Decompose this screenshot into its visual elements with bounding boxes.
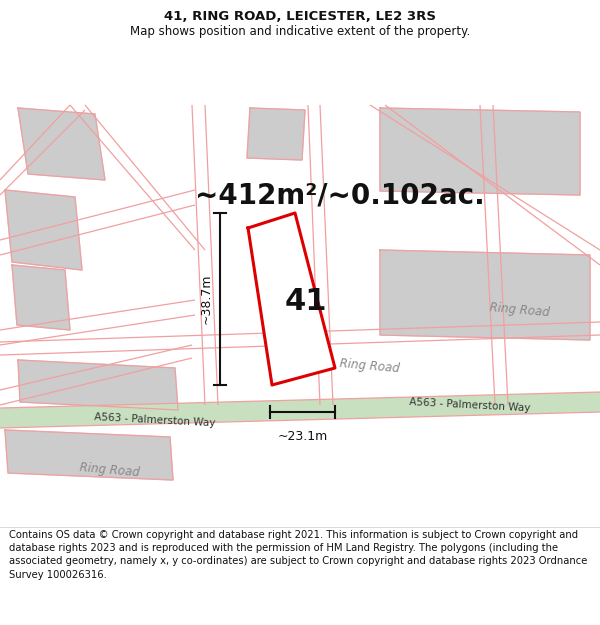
Polygon shape [247, 108, 305, 160]
Text: ~38.7m: ~38.7m [199, 274, 212, 324]
Polygon shape [248, 213, 335, 385]
Polygon shape [5, 190, 82, 270]
Text: A563 - Palmerston Way: A563 - Palmerston Way [409, 397, 531, 413]
Text: Ring Road: Ring Road [340, 357, 401, 375]
Text: Ring Road: Ring Road [490, 301, 551, 319]
Text: ~23.1m: ~23.1m [277, 430, 328, 443]
Text: Map shows position and indicative extent of the property.: Map shows position and indicative extent… [130, 24, 470, 38]
Text: A563 - Palmerston Way: A563 - Palmerston Way [94, 412, 216, 428]
Polygon shape [12, 265, 70, 330]
Polygon shape [18, 108, 105, 180]
Polygon shape [5, 430, 173, 480]
Text: 41: 41 [285, 288, 327, 316]
Text: Contains OS data © Crown copyright and database right 2021. This information is : Contains OS data © Crown copyright and d… [9, 530, 587, 579]
Text: Ring Road: Ring Road [79, 461, 140, 479]
Polygon shape [0, 392, 600, 428]
Text: 41, RING ROAD, LEICESTER, LE2 3RS: 41, RING ROAD, LEICESTER, LE2 3RS [164, 10, 436, 23]
Polygon shape [18, 360, 178, 410]
Polygon shape [380, 250, 590, 340]
Text: ~412m²/~0.102ac.: ~412m²/~0.102ac. [195, 181, 485, 209]
Polygon shape [380, 108, 580, 195]
